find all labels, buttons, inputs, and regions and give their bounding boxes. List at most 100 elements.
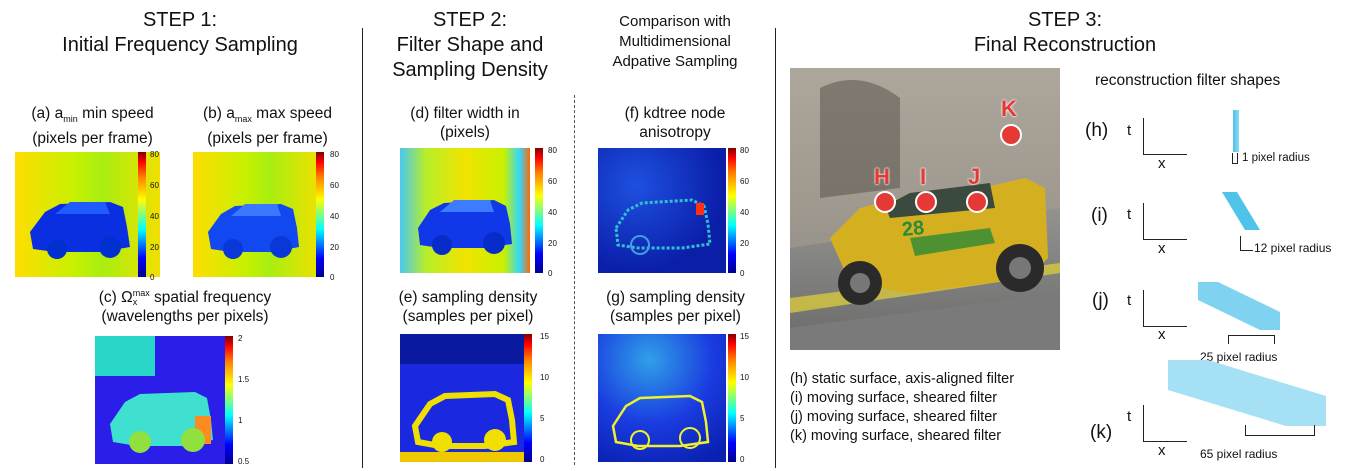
row-j-t-label: t: [1127, 292, 1132, 309]
car-silhouette-f: [614, 198, 712, 255]
marker-h-label: H: [874, 164, 890, 189]
marker-j-label: J: [968, 164, 981, 189]
row-i-axes: [1143, 203, 1187, 240]
panel-b-tick-4: 0: [330, 273, 335, 282]
panel-d-caption: (d) filter width in (pixels): [410, 105, 520, 141]
panel-c-tick-2: 1: [238, 416, 243, 425]
row-k-x-label: x: [1158, 442, 1166, 459]
row-h-x-label: x: [1158, 155, 1166, 172]
row-h-label: (h): [1085, 120, 1109, 141]
step1-title: STEP 1: Initial Frequency Sampling: [20, 8, 340, 58]
row-h-axes: [1143, 118, 1187, 155]
row-i-x-label: x: [1158, 240, 1166, 257]
car-silhouette-d: [418, 200, 512, 255]
row-k-label: (k): [1090, 422, 1113, 443]
panel-b-heatmap: [193, 152, 321, 277]
marker-i-label: I: [920, 164, 927, 189]
row-k-radius-label: 65 pixel radius: [1200, 447, 1278, 461]
car-silhouette-a: [30, 202, 130, 259]
panel-g-colorbar: [728, 334, 736, 462]
legend-i: (i) moving surface, sheared filter: [790, 390, 998, 406]
panel-f-heatmap: [598, 148, 726, 273]
panel-a-colorbar: [138, 152, 146, 277]
row-i-filter-shape: [1222, 192, 1260, 230]
panel-e-tick-3: 0: [540, 455, 545, 464]
panel-e-tick-2: 5: [540, 414, 545, 423]
panel-b-colorbar: [316, 152, 324, 277]
panel-a-tick-0: 80: [150, 150, 159, 159]
step3-title-line2: Final Reconstruction: [973, 34, 1157, 56]
panel-f-tick-0: 80: [740, 146, 749, 155]
panel-g-tick-1: 10: [740, 373, 749, 382]
step3-title-line1: STEP 3:: [1027, 9, 1103, 31]
panel-c-tick-3: 0.5: [238, 457, 250, 466]
row-j-radius-label: 25 pixel radius: [1200, 350, 1278, 364]
row-k-radius-bracket: [1245, 425, 1315, 436]
row-k-t-label: t: [1127, 408, 1132, 425]
panel-g-tick-3: 0: [740, 455, 745, 464]
panel-b-caption: (b) amax max speed (pixels per frame): [202, 105, 333, 148]
legend-k: (k) moving surface, sheared filter: [790, 428, 1002, 444]
panel-e-colorbar: [524, 334, 532, 462]
row-h-radius-label: 1 pixel radius: [1242, 152, 1310, 164]
step2-title-line3: Sampling Density: [392, 59, 548, 81]
panel-e-tick-1: 10: [540, 373, 549, 382]
row-h-filter-shape: [1233, 110, 1239, 152]
row-j-x-label: x: [1158, 326, 1166, 343]
row-i-t-label: t: [1127, 206, 1132, 223]
panel-c-tick-1: 1.5: [238, 375, 250, 384]
separator-step1-step2: [362, 28, 363, 468]
panel-f-caption: (f) kdtree node anisotropy: [624, 105, 726, 141]
panel-f-tick-4: 0: [740, 269, 745, 278]
row-k-filter-shape: [1168, 360, 1326, 426]
step3-title: STEP 3: Final Reconstruction: [900, 8, 1230, 58]
panel-c-heatmap: [95, 336, 233, 464]
row-h-t-label: t: [1127, 122, 1132, 139]
panel-b-tick-0: 80: [330, 150, 339, 159]
panel-d-tick-0: 80: [548, 146, 557, 155]
panel-c-colorbar: [225, 336, 233, 464]
row-i-label: (i): [1091, 205, 1108, 226]
legend-h: (h) static surface, axis-aligned filter: [790, 371, 1015, 387]
row-i-radius-label: 12 pixel radius: [1254, 241, 1332, 255]
marker-i: [915, 191, 937, 213]
marker-k: [1000, 124, 1022, 146]
step2-title-line1: STEP 2:: [432, 9, 508, 31]
filter-shapes-heading: reconstruction filter shapes: [1095, 72, 1281, 89]
panel-d-heatmap: [400, 148, 530, 273]
separator-comparison: [574, 95, 575, 465]
panel-b-tick-3: 20: [330, 243, 339, 252]
row-i-radius-bracket: [1240, 236, 1253, 251]
panel-f-tick-2: 40: [740, 208, 749, 217]
panel-b-tick-2: 40: [330, 212, 339, 221]
panel-d-tick-2: 40: [548, 208, 557, 217]
panel-a-tick-2: 40: [150, 212, 159, 221]
panel-a-caption: (a) amin min speed (pixels per frame): [31, 105, 154, 148]
panel-f-tick-3: 20: [740, 239, 749, 248]
marker-j: [966, 191, 988, 213]
comparison-line3: Adpative Sampling: [612, 53, 738, 70]
row-k-axes: [1143, 405, 1187, 442]
panel-g-heatmap: [598, 334, 726, 462]
panel-b-tick-1: 60: [330, 181, 339, 190]
render-image: K H I J 28: [790, 68, 1060, 350]
panel-a-tick-4: 0: [150, 273, 155, 282]
car-silhouette-g: [611, 394, 710, 450]
panel-c-tick-0: 2: [238, 334, 243, 343]
panel-a-tick-1: 60: [150, 181, 159, 190]
row-j-label: (j): [1092, 290, 1109, 311]
comparison-line2: Multidimensional: [619, 33, 731, 50]
row-h-radius-bracket: [1232, 153, 1238, 164]
car-silhouette-c: [95, 336, 213, 453]
separator-step2-step3: [775, 28, 776, 468]
panel-d-colorbar: [535, 148, 543, 273]
step2-title-line2: Filter Shape and: [396, 34, 544, 56]
panel-g-tick-0: 15: [740, 332, 749, 341]
panel-a-heatmap: [15, 152, 160, 277]
panel-f-tick-1: 60: [740, 177, 749, 186]
panel-f-colorbar: [728, 148, 736, 273]
panel-d-tick-1: 60: [548, 177, 557, 186]
car-silhouette-b: [208, 204, 299, 259]
panel-e-tick-0: 15: [540, 332, 549, 341]
